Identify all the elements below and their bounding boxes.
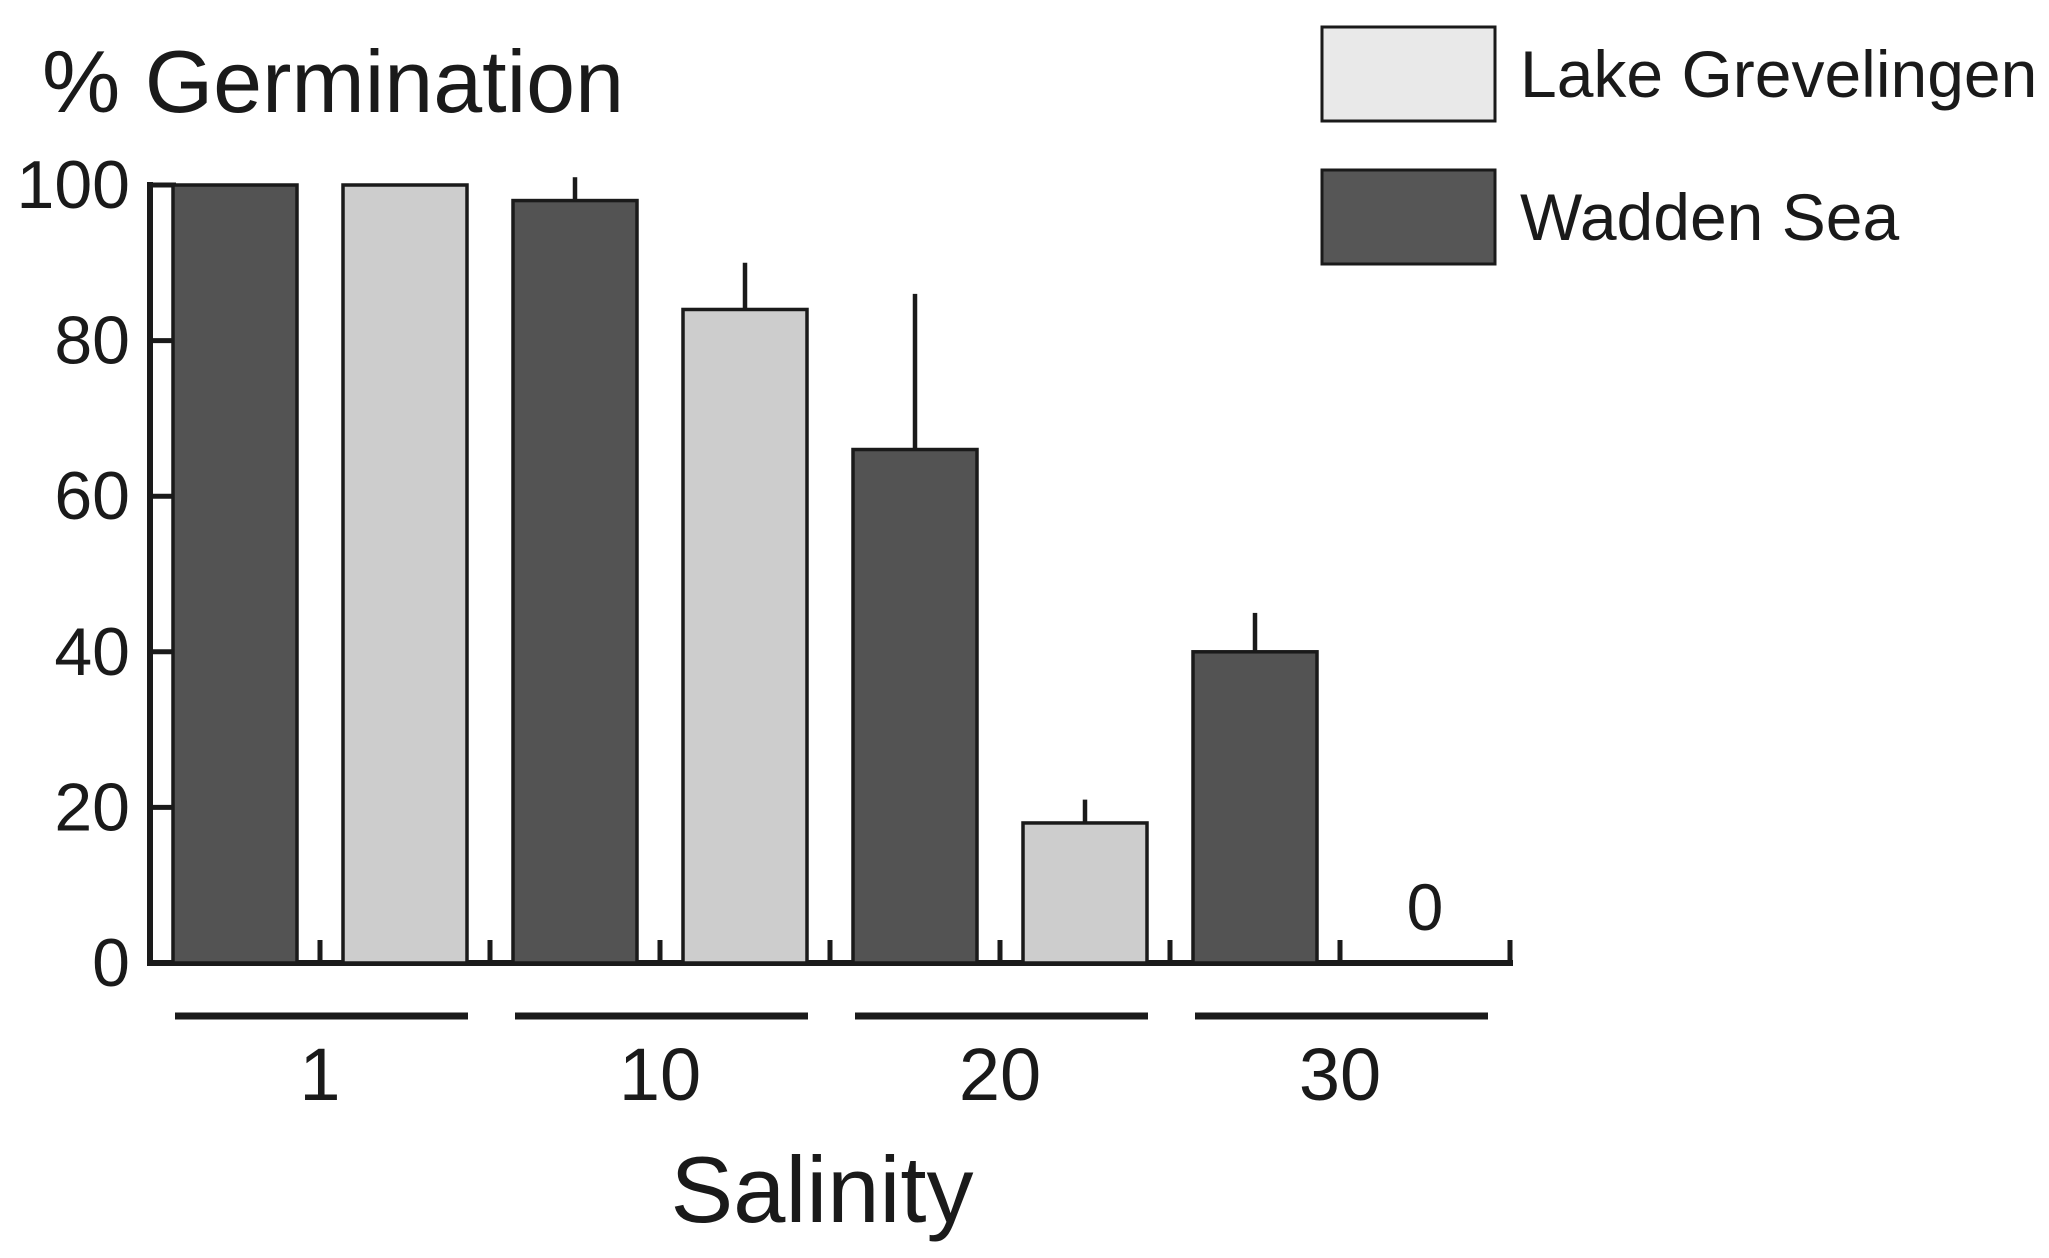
bar-lake-grevelingen-salinity-1: [341, 183, 469, 965]
y-tick-label: 60: [54, 458, 130, 534]
legend-swatch-wadden-sea: [1320, 168, 1497, 266]
x-category-label: 1: [299, 1033, 340, 1116]
legend-swatch-lake-grevelingen: [1320, 25, 1497, 123]
bar-lake-grevelingen-salinity-10: [681, 307, 809, 965]
y-tick-label: 80: [54, 303, 130, 379]
bar-wadden-sea-salinity-1: [171, 183, 299, 965]
y-tick-label: 100: [17, 147, 130, 223]
y-tick-label: 20: [54, 769, 130, 845]
bar-wadden-sea-salinity-30: [1191, 650, 1319, 965]
legend-label-lake-grevelingen: Lake Grevelingen: [1520, 37, 2037, 111]
bar-wadden-sea-salinity-20: [851, 447, 979, 965]
x-category-label: 20: [959, 1033, 1041, 1116]
legend: Lake Grevelingen Wadden Sea: [1320, 25, 2037, 266]
y-tick-label: 40: [54, 614, 130, 690]
y-axis-title: % Germination: [42, 32, 624, 131]
x-axis-title: Salinity: [670, 1137, 973, 1242]
y-tick-label: 0: [92, 925, 130, 1001]
zero-value-label-lake-grevelingen-salinity-30: 0: [1407, 870, 1444, 944]
x-category-label: 30: [1299, 1033, 1381, 1116]
bar-wadden-sea-salinity-10: [511, 198, 639, 965]
bar-lake-grevelingen-salinity-20: [1021, 821, 1149, 965]
legend-label-wadden-sea: Wadden Sea: [1520, 180, 1899, 254]
axes-and-bars: 0 20 40 60 80 100 1 10 20 0 30: [17, 147, 1513, 1116]
x-category-label: 10: [619, 1033, 701, 1116]
